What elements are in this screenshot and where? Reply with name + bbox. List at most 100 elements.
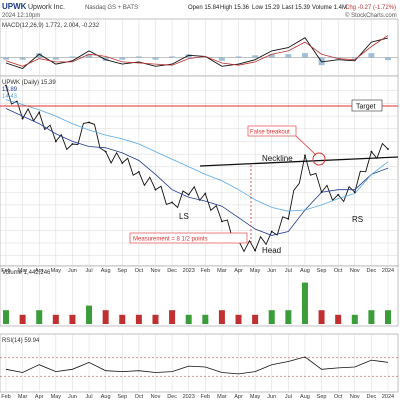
price-point bbox=[204, 192, 207, 195]
volume-value: Volume 1.4M bbox=[312, 5, 347, 11]
x-tick-label: Mar bbox=[217, 394, 227, 400]
price-point bbox=[137, 171, 140, 173]
x-tick-label: Sep bbox=[117, 394, 127, 400]
price-point bbox=[21, 117, 24, 120]
company-name: Upwork Inc. bbox=[28, 4, 65, 11]
exchange: Nasdaq GS + BATS bbox=[85, 5, 138, 11]
price-point bbox=[221, 220, 223, 223]
volume-bar bbox=[202, 314, 209, 324]
false-breakout-circle bbox=[312, 152, 326, 166]
volume-panel bbox=[0, 265, 399, 327]
price-label: UPWK (Daily) 15.39 bbox=[2, 80, 56, 86]
x-tick-label: Apr bbox=[35, 394, 44, 400]
credit: © StockCharts.com bbox=[345, 12, 397, 19]
x-tick-label: 2024 bbox=[382, 394, 394, 400]
x-tick-label: 2023 bbox=[183, 394, 195, 400]
price-point bbox=[171, 201, 173, 204]
volume-bar bbox=[301, 282, 308, 324]
rsi-line bbox=[5, 356, 389, 375]
macd-histogram-bar bbox=[102, 57, 109, 61]
ma-label-2: 14.43 bbox=[2, 94, 18, 100]
volume-bar bbox=[218, 310, 225, 324]
price-point bbox=[287, 217, 290, 220]
target-label: Target bbox=[356, 104, 376, 111]
x-tick-label: May bbox=[51, 268, 62, 274]
x-tick-label: Mar bbox=[18, 268, 28, 274]
x-tick-label: Dec bbox=[167, 394, 177, 400]
macd-histogram-bar bbox=[351, 57, 358, 59]
macd-histogram-bar bbox=[385, 57, 391, 61]
x-tick-label: Oct bbox=[334, 394, 343, 400]
macd-signal-line bbox=[5, 35, 389, 67]
x-tick-label: 2023 bbox=[183, 268, 195, 274]
macd-histogram-bar bbox=[86, 54, 93, 58]
price-point bbox=[254, 249, 257, 252]
volume-label: Volume 1,442,246 bbox=[2, 270, 51, 276]
ma-slow-line bbox=[5, 99, 389, 212]
price-point bbox=[88, 121, 90, 124]
x-tick-label: Aug bbox=[300, 394, 310, 400]
false-breakout-box bbox=[247, 125, 297, 137]
rs-label: RS bbox=[352, 215, 363, 224]
x-tick-label: Dec bbox=[167, 268, 177, 274]
volume-bar bbox=[152, 314, 159, 324]
x-tick-label: Dec bbox=[367, 394, 377, 400]
volume-bar bbox=[385, 310, 391, 324]
x-tick-label: Nov bbox=[151, 268, 161, 274]
false-breakout-arrow bbox=[295, 135, 317, 156]
ma-label-1: 13.89 bbox=[2, 87, 18, 93]
volume-bar bbox=[252, 314, 259, 324]
x-tick-label: Apr bbox=[35, 268, 44, 274]
volume-bar bbox=[69, 314, 76, 324]
x-tick-label: Jul bbox=[285, 268, 292, 274]
price-point bbox=[387, 148, 389, 150]
price-point bbox=[38, 111, 41, 114]
ls-label: LS bbox=[179, 212, 189, 221]
volume-bar bbox=[169, 310, 176, 324]
x-tick-label: Apr bbox=[234, 268, 243, 274]
x-tick-label: Jun bbox=[267, 394, 276, 400]
macd-histogram-bar bbox=[119, 57, 126, 60]
price-point bbox=[320, 191, 323, 194]
macd-histogram-bar bbox=[202, 57, 209, 58]
measurement-label: Measurement = 8 1/2 points bbox=[133, 237, 208, 243]
x-tick-label: Jun bbox=[68, 394, 77, 400]
macd-histogram-bar bbox=[135, 56, 142, 58]
x-tick-label: Mar bbox=[217, 268, 227, 274]
x-tick-label: Oct bbox=[135, 268, 144, 274]
high-value: High 15.36 bbox=[220, 5, 250, 11]
macd-histogram-bar bbox=[169, 56, 176, 58]
price-point bbox=[5, 84, 7, 87]
x-tick-label: Jun bbox=[68, 268, 77, 274]
x-tick-label: May bbox=[250, 394, 261, 400]
price-point bbox=[270, 230, 273, 233]
x-tick-label: Feb bbox=[201, 268, 210, 274]
volume-bar bbox=[3, 310, 9, 324]
price-point bbox=[54, 140, 57, 143]
x-tick-label: Jul bbox=[285, 394, 292, 400]
macd-histogram-bar bbox=[69, 56, 76, 58]
macd-histogram-bar bbox=[368, 53, 375, 58]
x-tick-label: Feb bbox=[201, 394, 210, 400]
price-point bbox=[187, 193, 190, 196]
open-value: Open 15.84 bbox=[188, 5, 220, 11]
price-point bbox=[337, 193, 340, 196]
x-tick-label: Apr bbox=[234, 394, 243, 400]
x-tick-label: May bbox=[250, 268, 261, 274]
volume-bar bbox=[285, 310, 292, 324]
x-tick-label: Oct bbox=[334, 268, 343, 274]
ticker-symbol: UPWK bbox=[2, 2, 27, 11]
head-label: Head bbox=[262, 246, 281, 255]
macd-histogram-bar bbox=[218, 57, 225, 61]
false-breakout-label: False breakout bbox=[250, 130, 290, 136]
measurement-box bbox=[129, 232, 248, 244]
macd-histogram-bar bbox=[335, 57, 342, 59]
macd-line bbox=[5, 37, 389, 70]
macd-histogram-bar bbox=[285, 54, 292, 58]
volume-bar bbox=[36, 310, 43, 324]
rsi-label: RSI(14) 59.94 bbox=[2, 338, 40, 344]
volume-bar bbox=[185, 314, 192, 324]
macd-histogram-bar bbox=[52, 57, 59, 60]
neckline-line bbox=[199, 156, 399, 167]
